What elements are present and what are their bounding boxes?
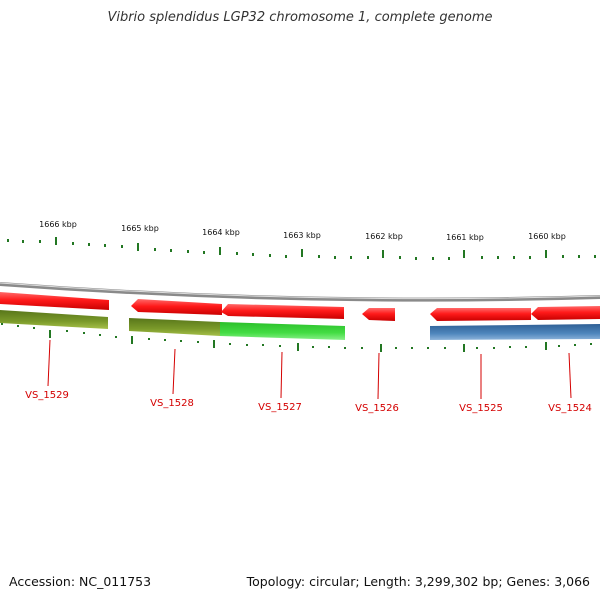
scale-label: 1666 kbp xyxy=(39,220,77,229)
gene-label-vs1525[interactable]: VS_1525 xyxy=(459,403,503,414)
scale-label: 1663 kbp xyxy=(283,231,321,240)
cds-arrow[interactable] xyxy=(362,308,395,321)
feature-track-secondary xyxy=(0,310,600,340)
gene-label-vs1528[interactable]: VS_1528 xyxy=(150,398,194,409)
scale-label: 1665 kbp xyxy=(121,224,159,233)
cds-arrow[interactable] xyxy=(531,306,600,320)
scale-label: 1660 kbp xyxy=(528,232,566,241)
scale-label: 1662 kbp xyxy=(365,232,403,241)
green-segment[interactable] xyxy=(220,322,345,340)
gene-label-vs1526[interactable]: VS_1526 xyxy=(355,403,399,414)
scale-label: 1661 kbp xyxy=(446,233,484,242)
blue-segment[interactable] xyxy=(430,324,600,340)
gene-label-vs1527[interactable]: VS_1527 xyxy=(258,402,302,413)
cds-arrow[interactable] xyxy=(0,292,109,310)
gene-leader-lines xyxy=(47,339,572,400)
cds-track-forward xyxy=(0,292,600,321)
scale-label: 1664 kbp xyxy=(202,228,240,237)
gene-label-vs1524[interactable]: VS_1524 xyxy=(548,403,592,414)
gene-label-vs1529[interactable]: VS_1529 xyxy=(25,390,69,401)
cds-arrow[interactable] xyxy=(430,308,531,321)
scale-ticks-lower xyxy=(1,323,592,352)
olive-segment[interactable] xyxy=(0,310,108,329)
accession-text: Accession: NC_011753 xyxy=(9,574,152,589)
scale-ticks-upper xyxy=(7,237,596,260)
topology-text: Topology: circular; Length: 3,299,302 bp… xyxy=(246,574,590,589)
cds-arrow[interactable] xyxy=(221,304,344,319)
backbone-ring xyxy=(0,282,600,302)
map-title: Vibrio splendidus LGP32 chromosome 1, co… xyxy=(107,10,493,25)
cds-arrow[interactable] xyxy=(131,299,222,315)
olive-segment[interactable] xyxy=(129,318,220,336)
